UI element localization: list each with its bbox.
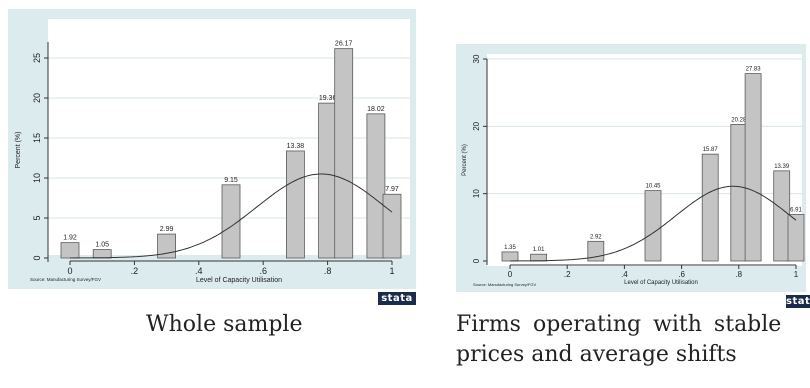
bar-value-label: 27.83 [746,67,762,73]
normal-density-curve [70,173,393,259]
bar [366,113,386,259]
bar-value-label: 7.97 [385,186,399,193]
x-tick-label: .6 [678,270,685,279]
bar [744,73,762,262]
bar [221,184,241,259]
bar [701,153,719,262]
bar [730,124,748,262]
y-tick-label: 0 [472,258,481,263]
x-tick-label: 1 [794,270,799,279]
chart-panel-stable-prices: 1.35 1.01 2.92 10.45 15.87 20.28 27.83 13.39 6.9… [456,44,806,292]
y-tick-label: 0 [32,255,42,260]
bar-value-label: 10.45 [645,184,661,190]
x-tick-label: 0 [508,270,513,279]
bar-value-label: 1.05 [95,242,109,249]
x-tick-label: 1 [389,266,394,276]
caption-whole-sample: Whole sample [146,312,303,337]
caption-line-1: Firms operating with stable [456,312,782,337]
bar-value-label: 20.28 [731,117,747,123]
source-note: Source: Manufacturing Survey/FGV [30,277,101,282]
caption-line-2: prices and average shifts [456,342,737,367]
x-tick-label: .4 [195,266,203,276]
x-tick-label: .4 [621,270,628,279]
y-tick-label: 20 [472,121,481,130]
normal-density-curve [510,185,797,262]
y-tick-label: 5 [32,215,42,220]
bar [530,253,547,262]
bar-value-label: 13.39 [774,164,790,170]
bar-value-label: 1.01 [533,247,545,253]
bar-value-label: 6.91 [790,207,802,213]
x-tick-label: .8 [324,266,332,276]
bar [644,190,662,262]
x-tick-label: .2 [564,270,571,279]
y-tick-label: 25 [32,53,42,63]
bar-value-label: 2.92 [590,234,602,240]
y-tick-label: 10 [472,189,481,198]
source-note: Source: Manufacturing Survey/FGV [473,282,536,287]
y-tick-label: 20 [32,93,42,103]
bar [501,251,519,262]
x-tick-label: .6 [259,266,267,276]
x-tick-label: .8 [735,270,742,279]
bar [334,48,354,259]
chart-whole-sample: 1.92 1.05 2.99 9.15 13.38 19.36 26.17 18.02 7.97… [15,19,410,284]
bar-value-label: 18.02 [367,106,385,113]
bar-value-label: 15.87 [703,147,719,153]
y-axis-title: Percent (%) [15,132,22,169]
bar [773,170,791,262]
bar-value-label: 1.92 [63,235,77,242]
stata-logo: stata [786,295,810,308]
bar-value-label: 13.38 [287,143,305,150]
bar [60,242,80,259]
bar [318,102,338,259]
x-axis-title: Level of Capacity Utilisation [196,277,282,284]
x-tick-label: .2 [131,266,139,276]
y-tick-label: 15 [32,133,42,143]
bar-value-label: 19.36 [319,95,337,102]
bar [787,214,805,262]
chart-panel-whole-sample: 1.92 1.05 2.99 9.15 13.38 19.36 26.17 18.02 7.97… [8,9,416,289]
bar [382,193,402,259]
y-tick-label: 10 [32,173,42,183]
bar [285,150,305,259]
bar-value-label: 9.15 [224,177,238,184]
chart-stable-prices: 1.35 1.01 2.92 10.45 15.87 20.28 27.83 13.39 6.9… [462,54,805,287]
x-axis-title: Level of Capacity Utilisation [624,280,698,286]
y-axis-title: Percent (%) [462,144,468,176]
y-tick-label: 30 [472,54,481,63]
caption-stable-prices: Firms operating with stable prices and a… [456,310,781,370]
bar [92,249,112,259]
bar-value-label: 1.35 [504,245,516,251]
stata-logo: stata [378,292,416,305]
x-tick-label: 0 [67,266,72,276]
bar-value-label: 2.99 [160,226,174,233]
bar-value-label: 26.17 [335,41,353,48]
